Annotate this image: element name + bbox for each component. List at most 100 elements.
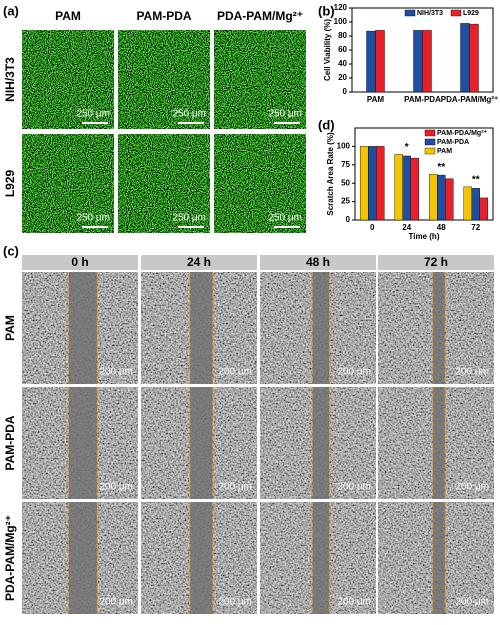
y-tick-label: 100 bbox=[334, 17, 348, 26]
bar bbox=[479, 197, 489, 221]
legend-label: PAM-PDA/Mg²⁺ bbox=[437, 130, 488, 137]
row-title: PAM bbox=[3, 315, 17, 341]
scale-label: 200 μm bbox=[218, 482, 252, 493]
scale-label: 200 μm bbox=[337, 597, 371, 608]
panel-label: (b) bbox=[318, 3, 335, 18]
y-tick-label: 25 bbox=[341, 197, 350, 206]
bar bbox=[428, 174, 438, 221]
y-tick-label: 50 bbox=[341, 178, 350, 187]
scale-label: 200 μm bbox=[455, 482, 489, 493]
x-tick-label: PDA-PAM/Mg²⁺ bbox=[441, 95, 498, 104]
bar bbox=[376, 146, 385, 221]
y-axis-label: Cell Viability (%) bbox=[323, 19, 332, 81]
column-title: 48 h bbox=[306, 255, 330, 269]
x-tick-label: 72 bbox=[471, 223, 480, 232]
significance: ** bbox=[472, 175, 480, 186]
scale-label: 200 μm bbox=[99, 482, 133, 493]
bar bbox=[445, 178, 454, 221]
legend-swatch bbox=[424, 129, 436, 137]
y-tick-label: 120 bbox=[334, 3, 348, 12]
bar bbox=[359, 146, 369, 221]
panel-label: (d) bbox=[318, 117, 335, 132]
row-title: PDA-PAM/Mg²⁺ bbox=[3, 515, 17, 601]
x-tick-label: 24 bbox=[402, 223, 411, 232]
wound-gap bbox=[68, 387, 98, 499]
fluorescence-image bbox=[118, 134, 210, 233]
scale-label: 200 μm bbox=[99, 597, 133, 608]
bar bbox=[366, 30, 376, 93]
wound-gap bbox=[432, 387, 446, 499]
legend-label: L929 bbox=[463, 10, 479, 17]
wound-gap bbox=[189, 272, 213, 384]
y-axis-label: Scratch Area Rate (%) bbox=[326, 132, 335, 216]
legend-swatch bbox=[424, 147, 436, 155]
row-title: PAM-PDA bbox=[3, 415, 17, 470]
x-tick-label: PAM-PDA bbox=[404, 95, 441, 104]
y-tick-label: 0 bbox=[343, 87, 348, 96]
column-header-bg bbox=[378, 255, 494, 270]
legend-label: PAM bbox=[437, 148, 452, 155]
scale-label: 200 μm bbox=[455, 367, 489, 378]
scale-label: 200 μm bbox=[455, 597, 489, 608]
scale-label: 200 μm bbox=[218, 597, 252, 608]
legend-label: PAM-PDA bbox=[437, 139, 469, 146]
column-header-bg bbox=[22, 255, 138, 270]
bar bbox=[460, 23, 470, 93]
y-tick-label: 75 bbox=[341, 160, 350, 169]
column-title: PAM bbox=[55, 9, 81, 23]
scale-label: 250 μm bbox=[268, 109, 302, 120]
legend-swatch bbox=[424, 138, 436, 146]
bar bbox=[394, 154, 403, 221]
bar bbox=[410, 157, 420, 221]
x-tick-label: PAM bbox=[367, 95, 385, 104]
x-tick-label: 48 bbox=[437, 223, 446, 232]
legend-label: NIH/3T3 bbox=[417, 10, 443, 17]
wound-gap bbox=[432, 502, 446, 614]
fluorescence-image bbox=[22, 134, 114, 233]
bar bbox=[471, 188, 480, 221]
scale-label: 250 μm bbox=[76, 109, 110, 120]
bar bbox=[413, 30, 423, 93]
column-title: PAM-PDA bbox=[136, 9, 191, 23]
wound-gap bbox=[312, 387, 330, 499]
bar bbox=[402, 155, 411, 221]
legend-swatch bbox=[450, 9, 462, 17]
scale-label: 250 μm bbox=[172, 109, 206, 120]
fluorescence-image bbox=[214, 134, 306, 233]
fluorescence-image bbox=[214, 30, 306, 129]
bar bbox=[422, 30, 432, 93]
y-tick-label: 100 bbox=[337, 142, 351, 151]
scale-label: 250 μm bbox=[172, 213, 206, 224]
wound-gap bbox=[312, 502, 330, 614]
row-title: L929 bbox=[3, 170, 17, 198]
x-tick-label: 0 bbox=[370, 223, 375, 232]
fluorescence-image bbox=[22, 30, 114, 129]
scale-label: 200 μm bbox=[337, 367, 371, 378]
column-title: PDA-PAM/Mg²⁺ bbox=[217, 9, 303, 23]
scale-label: 200 μm bbox=[337, 482, 371, 493]
column-title: 72 h bbox=[424, 255, 448, 269]
y-tick-label: 40 bbox=[338, 59, 347, 68]
y-tick-label: 0 bbox=[346, 215, 351, 224]
row-title: NIH/3T3 bbox=[3, 57, 17, 102]
significance: ** bbox=[437, 162, 445, 173]
significance: * bbox=[405, 142, 409, 153]
wound-gap bbox=[189, 502, 213, 614]
y-tick-label: 80 bbox=[338, 31, 347, 40]
y-tick-label: 60 bbox=[338, 45, 347, 54]
x-axis-label: Time (h) bbox=[409, 232, 440, 241]
wound-gap bbox=[68, 272, 98, 384]
wound-gap bbox=[312, 272, 330, 384]
bar bbox=[375, 30, 385, 93]
legend-swatch bbox=[404, 9, 416, 17]
wound-gap bbox=[68, 502, 98, 614]
fluorescence-image bbox=[118, 30, 210, 129]
wound-gap bbox=[432, 272, 446, 384]
bar bbox=[437, 174, 446, 221]
bar bbox=[469, 23, 479, 93]
bar bbox=[368, 146, 377, 221]
scale-label: 200 μm bbox=[99, 367, 133, 378]
plot-frame bbox=[354, 127, 494, 221]
bar bbox=[463, 186, 472, 221]
